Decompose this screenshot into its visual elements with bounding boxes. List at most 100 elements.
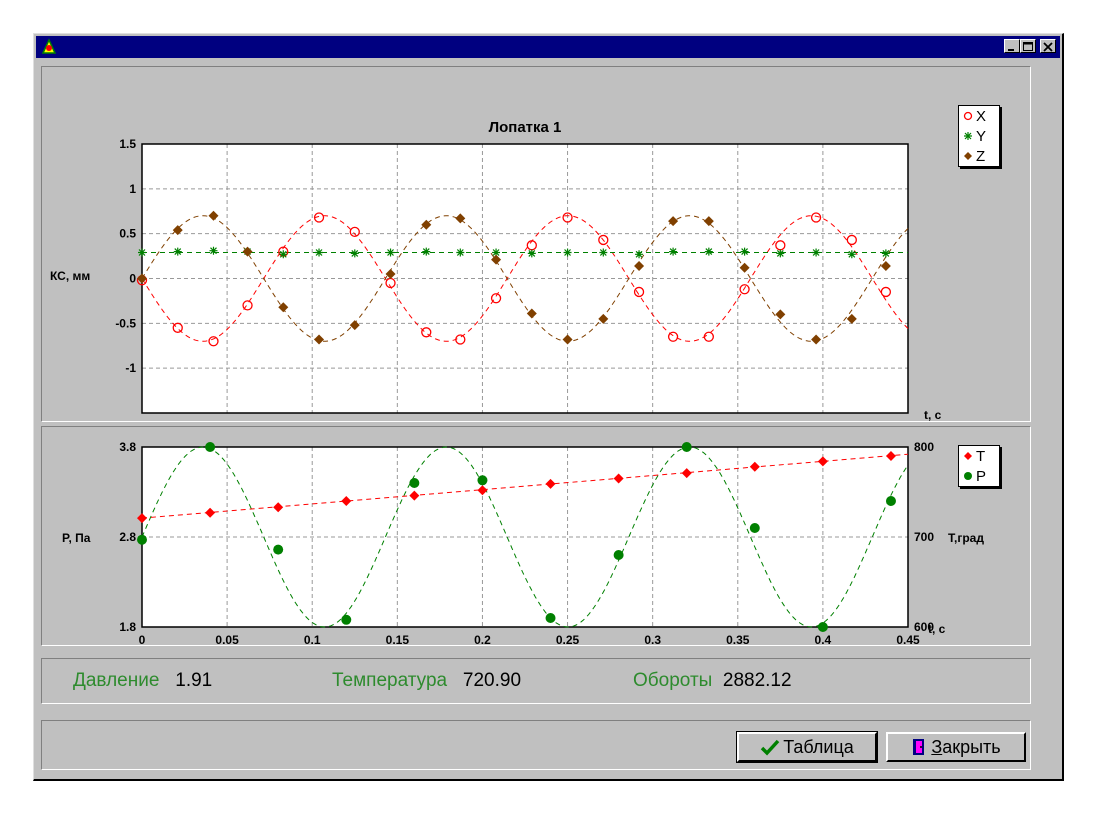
chart1-point-z	[598, 313, 609, 324]
chart1-title: Лопатка 1	[489, 119, 562, 136]
chart2-point-p	[137, 534, 147, 545]
legend-label-x: X	[976, 107, 987, 125]
close-button[interactable]	[1040, 39, 1056, 53]
chart1-point-x	[846, 234, 857, 246]
chart1-point-z	[455, 213, 466, 224]
chart2-point-t	[205, 507, 216, 518]
chart1-point-x	[421, 327, 432, 338]
maximize-button[interactable]	[1020, 39, 1036, 53]
chart1-point-x	[490, 293, 502, 304]
minimize-icon	[1008, 49, 1014, 51]
door-exit-icon	[913, 739, 925, 755]
pressure-label: Давление	[73, 670, 160, 691]
chart2-point-t	[545, 478, 556, 489]
legend-item-t: T	[959, 446, 999, 466]
chart2-point-t	[409, 490, 420, 501]
asterisk-marker-icon	[964, 132, 972, 140]
chart2-t-fit-line	[141, 453, 909, 519]
chart1-point-x	[349, 226, 360, 238]
chart2-point-p	[409, 478, 420, 488]
chart1-point-y	[386, 248, 395, 257]
legend-label-y: Y	[976, 127, 987, 145]
rpm-label: Обороты	[633, 670, 713, 691]
info-panel: Давление 1.91 Температура 720.90 Обороты…	[41, 658, 1031, 704]
chart1-legend: X Y Z	[958, 105, 1000, 167]
chart1-y-tick-label: 1.5	[119, 137, 136, 151]
chart2-y-left-tick-label: 2.8	[119, 530, 136, 544]
chart2-canvas: 0 0.05 0.1 0.15 0.2 0.25 0.3 0.35 0.4 0.45 3.8 2.8 1…	[62, 440, 984, 647]
chart1-y-tick-label: -1	[125, 361, 136, 375]
chart2-x-tick-label: 0.4	[815, 633, 832, 647]
chart1-point-y	[315, 248, 324, 257]
open-circle-marker-icon	[963, 111, 973, 121]
chart2-x-tick-label: 0.35	[726, 633, 750, 647]
chart2-point-t	[341, 496, 352, 506]
chart1-point-z	[385, 269, 396, 280]
chart1-point-x	[455, 334, 466, 345]
diamond-marker-icon	[964, 152, 972, 160]
temperature-readout: Температура 720.90	[332, 670, 521, 692]
title-bar[interactable]	[36, 36, 1060, 58]
chart1-panel: 00.050.10.150.20.250.30.350.40.451.510.5…	[41, 66, 1031, 422]
circle-marker-icon	[964, 472, 972, 480]
chart1-x-fit-line	[141, 215, 909, 342]
chart1-point-y	[563, 248, 572, 257]
chart1-point-x	[172, 322, 183, 333]
chart2-point-p	[341, 614, 352, 625]
chart1-point-y	[527, 249, 536, 258]
chart1-point-y	[138, 248, 146, 257]
chart1-point-z	[421, 219, 432, 230]
chart2-point-t	[681, 468, 692, 479]
chart2-point-t	[885, 451, 896, 461]
minimize-button[interactable]	[1004, 39, 1020, 53]
chart2-x-tick-label: 0.05	[215, 633, 239, 647]
chart1-point-z	[278, 302, 289, 313]
app-window: 0 0.05 0.1 0.15 0.2 0.25 0.3 0.35 0.4 0.45 1.5 1 0.5…	[33, 33, 1064, 781]
chart1-point-x	[633, 286, 645, 298]
app-icon[interactable]	[40, 38, 58, 56]
legend-label-t: T	[976, 447, 986, 465]
diamond-marker-icon	[964, 452, 972, 460]
temperature-label: Температура	[332, 670, 448, 691]
chart2-x-tick-label: 0.15	[386, 633, 410, 647]
pressure-readout: Давление 1.91	[73, 670, 212, 692]
chart1-y-tick-label: 0.5	[119, 227, 136, 241]
chart2-point-t	[273, 502, 284, 513]
chart1-point-x	[739, 284, 750, 295]
chart1-point-z	[349, 320, 360, 331]
chart1-point-z	[137, 273, 147, 284]
chart1-point-y	[279, 250, 288, 259]
maximize-icon	[1023, 42, 1033, 51]
chart1-point-z	[668, 216, 679, 227]
chart2-y-right-tick-label: 600	[914, 620, 934, 634]
rpm-value: 2882.12	[722, 670, 792, 691]
chart2-point-t	[477, 485, 488, 496]
chart2-point-p	[205, 442, 216, 452]
button-panel: Таблица Закрыть	[41, 720, 1031, 770]
chart1-point-y	[350, 249, 359, 258]
chart1-point-y	[847, 250, 856, 259]
table-button-label: Таблица	[783, 736, 854, 757]
chart1-point-y	[881, 249, 890, 258]
chart1-point-x	[880, 286, 892, 298]
table-button[interactable]: Таблица	[736, 731, 878, 763]
chart1-y-tick-label: -0.5	[115, 316, 136, 330]
chart2-y-right-axis-label: T,град	[948, 531, 984, 545]
chart1-point-y	[635, 250, 644, 259]
chart2-x-tick-label: 0.1	[304, 633, 321, 647]
temperature-value: 720.90	[462, 670, 522, 691]
chart1-point-z	[846, 313, 857, 324]
chart2-x-tick-label: 0	[139, 633, 146, 647]
chart1-point-y	[492, 248, 501, 257]
chart2-point-p	[613, 550, 624, 560]
chart1-z-fit-line	[141, 215, 909, 342]
pressure-value: 1.91	[175, 670, 213, 691]
close-icon	[1043, 42, 1053, 52]
chart2-point-t	[749, 461, 760, 472]
chart1-point-z	[811, 334, 822, 345]
chart1-point-x	[598, 234, 609, 246]
chart2-y-left-tick-label: 1.8	[119, 620, 136, 634]
chart2-y-right-tick-label: 800	[914, 440, 934, 454]
chart2-point-p	[273, 544, 284, 555]
close-window-button[interactable]: Закрыть	[886, 732, 1026, 762]
